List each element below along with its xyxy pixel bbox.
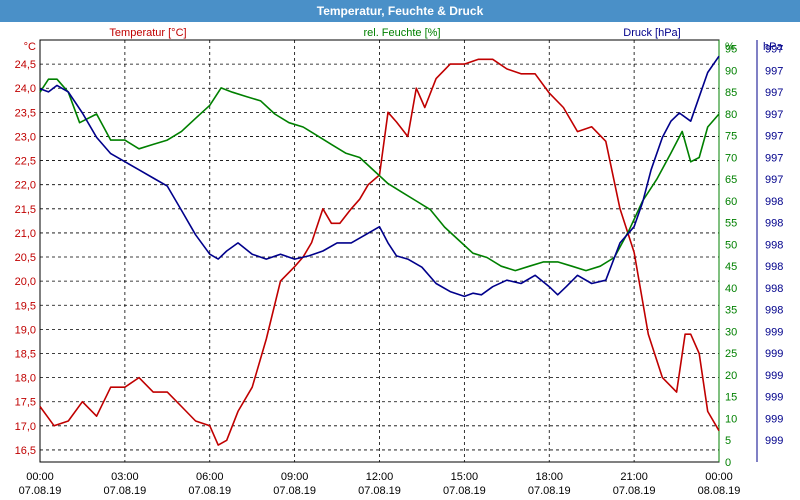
x-tick-time: 18:00 [535,471,563,483]
pressure-tick-label: 999 [765,348,783,360]
pressure-tick-label: 997 [765,44,783,56]
temperature-tick-label: 21,5 [15,204,36,216]
humidity-series-line [39,78,720,272]
humidity-tick-label: 85 [725,87,737,99]
humidity-tick-label: 30 [725,326,737,338]
x-tick-time: 09:00 [281,471,309,483]
temperature-tick-label: 23,5 [15,107,36,119]
pressure-axis-title: Druck [hPa] [623,27,680,39]
temperature-tick-label: 23,0 [15,131,36,143]
temperature-unit-label: °C [24,41,36,53]
temperature-tick-label: 18,0 [15,373,36,385]
humidity-tick-label: 80 [725,109,737,121]
x-tick-date: 07.08.19 [19,485,62,497]
humidity-tick-label: 45 [725,261,737,273]
temperature-tick-label: 20,0 [15,276,36,288]
pressure-tick-label: 997 [765,65,783,77]
pressure-tick-label: 999 [765,370,783,382]
temperature-tick-label: 24,5 [15,59,36,71]
pressure-tick-label: 997 [765,87,783,99]
temperature-axis-title: Temperatur [°C] [109,27,186,39]
x-tick-date: 07.08.19 [358,485,401,497]
temperature-tick-label: 19,0 [15,324,36,336]
humidity-tick-label: 70 [725,152,737,164]
x-tick-time: 15:00 [451,471,479,483]
humidity-tick-label: 0 [725,457,731,469]
x-tick-date: 07.08.19 [443,485,486,497]
pressure-tick-label: 998 [765,239,783,251]
x-tick-time: 12:00 [366,471,394,483]
pressure-tick-label: 998 [765,305,783,317]
temperature-tick-label: 22,5 [15,156,36,168]
x-tick-date: 07.08.19 [188,485,231,497]
chart-title-bar: Temperatur, Feuchte & Druck [0,0,800,22]
x-tick-date: 07.08.19 [273,485,316,497]
humidity-tick-label: 95 [725,44,737,56]
temperature-tick-label: 17,0 [15,421,36,433]
pressure-unit-label: hPa [763,41,783,53]
x-tick-time: 06:00 [196,471,224,483]
humidity-tick-label: 75 [725,131,737,143]
x-tick-date: 07.08.19 [528,485,571,497]
humidity-tick-label: 60 [725,196,737,208]
humidity-tick-label: 35 [725,305,737,317]
x-tick-date: 07.08.19 [613,485,656,497]
temperature-tick-label: 19,5 [15,300,36,312]
humidity-tick-label: 55 [725,218,737,230]
x-tick-time: 03:00 [111,471,139,483]
humidity-tick-label: 5 [725,435,731,447]
humidity-tick-label: 25 [725,348,737,360]
pressure-tick-label: 999 [765,392,783,404]
temperature-tick-label: 22,0 [15,180,36,192]
pressure-series-line [39,55,720,298]
humidity-tick-label: 65 [725,174,737,186]
x-tick-date: 07.08.19 [103,485,146,497]
x-tick-time: 00:00 [26,471,54,483]
pressure-tick-label: 999 [765,413,783,425]
pressure-tick-label: 997 [765,109,783,121]
pressure-tick-label: 998 [765,283,783,295]
chart-svg: 16,5 17,0 17,5 18,0 18,5 19,0 19,5 20,0 20,5 21,0… [15,27,784,497]
pressure-tick-label: 997 [765,152,783,164]
pressure-tick-label: 998 [765,261,783,273]
temperature-tick-label: 16,5 [15,445,36,457]
chart-area: 16,5 17,0 17,5 18,0 18,5 19,0 19,5 20,0 20,5 21,0… [0,22,800,500]
temperature-tick-label: 24,0 [15,83,36,95]
humidity-tick-label: 10 [725,413,737,425]
x-tick-time: 21:00 [620,471,648,483]
temperature-series-line [39,58,720,446]
chart-title: Temperatur, Feuchte & Druck [316,4,484,18]
x-tick-date: 08.08.19 [698,485,741,497]
humidity-tick-label: 15 [725,392,737,404]
humidity-unit-label: % [725,41,735,53]
humidity-tick-label: 40 [725,283,737,295]
pressure-tick-label: 998 [765,218,783,230]
temperature-tick-label: 17,5 [15,397,36,409]
pressure-tick-label: 997 [765,174,783,186]
pressure-tick-label: 997 [765,131,783,143]
x-tick-time: 00:00 [705,471,733,483]
humidity-tick-label: 90 [725,65,737,77]
humidity-tick-label: 50 [725,239,737,251]
humidity-tick-label: 20 [725,370,737,382]
humidity-axis-title: rel. Feuchte [%] [363,27,440,39]
temperature-tick-label: 20,5 [15,252,36,264]
pressure-tick-label: 999 [765,435,783,447]
pressure-tick-label: 998 [765,196,783,208]
temperature-tick-label: 18,5 [15,348,36,360]
temperature-tick-label: 21,0 [15,228,36,240]
pressure-tick-label: 999 [765,326,783,338]
